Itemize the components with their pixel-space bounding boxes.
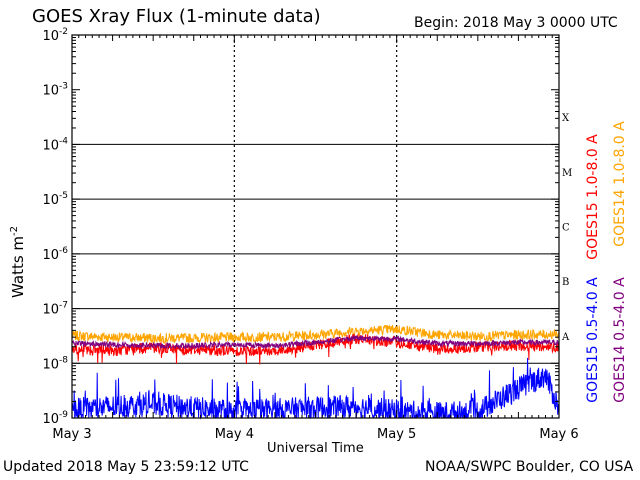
flare-class-labels: A B C M X bbox=[561, 113, 572, 343]
flare-class-X: X bbox=[562, 113, 570, 124]
y-tick-label: 10-5 bbox=[42, 191, 68, 208]
plot-border bbox=[71, 34, 560, 419]
legend: GOES15 1.0-8.0 A GOES14 1.0-8.0 A GOES15 0… bbox=[585, 121, 628, 403]
chart-title: GOES Xray Flux (1-minute data) bbox=[32, 6, 321, 27]
series-goes14-0-5-4-0-a bbox=[71, 334, 560, 351]
y-axis-label-group: Watts m-2 bbox=[9, 226, 27, 298]
legend-goes15-1-0-8-0-a: GOES15 1.0-8.0 A bbox=[585, 134, 601, 260]
grid bbox=[72, 35, 559, 418]
y-tick-label: 10-8 bbox=[42, 355, 68, 372]
y-axis-label: Watts m-2 bbox=[9, 226, 27, 298]
flare-class-A: A bbox=[561, 332, 570, 343]
flare-class-M: M bbox=[562, 168, 572, 179]
y-tick-label: 10-2 bbox=[42, 27, 68, 44]
legend-goes15-0-5-4-0-a: GOES15 0.5-4.0 A bbox=[585, 277, 601, 403]
series-goes14-1-0-8-0-a bbox=[71, 324, 560, 344]
y-axis-ticks: 10-9 10-8 10-7 10-6 10-5 10-4 10-3 10-2 bbox=[42, 27, 559, 427]
x-tick-label: May 4 bbox=[215, 427, 254, 442]
x-tick-label: May 6 bbox=[539, 427, 578, 442]
data-series bbox=[71, 324, 560, 420]
y-tick-label: 10-4 bbox=[42, 136, 68, 153]
flare-class-C: C bbox=[562, 223, 570, 234]
flare-class-B: B bbox=[562, 277, 569, 288]
legend-goes14-1-0-8-0-a: GOES14 1.0-8.0 A bbox=[612, 121, 628, 247]
y-tick-label: 10-6 bbox=[42, 246, 68, 263]
y-tick-label: 10-7 bbox=[42, 301, 68, 318]
y-tick-label: 10-9 bbox=[42, 410, 68, 427]
credit-label: NOAA/SWPC Boulder, CO USA bbox=[425, 459, 634, 475]
y-tick-label: 10-3 bbox=[42, 82, 68, 99]
x-axis-label: Universal Time bbox=[267, 441, 364, 456]
series-goes15-0-5-4-0-a bbox=[71, 357, 560, 420]
legend-goes14-0-5-4-0-a: GOES14 0.5-4.0 A bbox=[612, 277, 628, 403]
x-tick-label: May 3 bbox=[52, 427, 91, 442]
x-tick-label: May 5 bbox=[377, 427, 416, 442]
updated-timestamp: Updated 2018 May 5 23:59:12 UTC bbox=[3, 459, 249, 475]
begin-time-label: Begin: 2018 May 3 0000 UTC bbox=[414, 15, 618, 31]
x-axis-ticks: May 3 May 4 May 5 May 6 bbox=[52, 35, 579, 442]
plot-frame bbox=[71, 34, 560, 419]
